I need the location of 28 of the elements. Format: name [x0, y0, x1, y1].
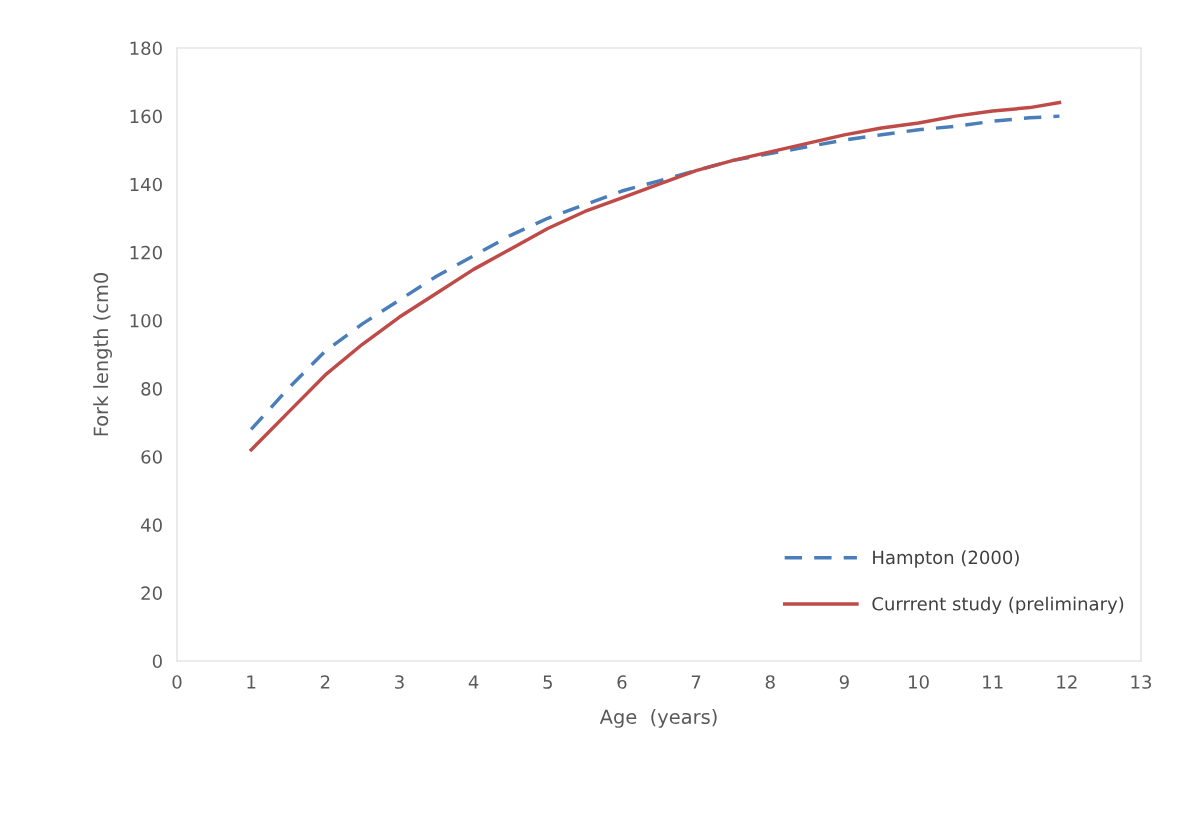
y-tick-label: 140	[130, 177, 162, 192]
x-tick-label: 1	[247, 675, 256, 689]
x-axis-title: Age (years)	[599, 709, 717, 728]
x-tick-label: 12	[1057, 675, 1077, 689]
legend-label: Currrent study (preliminary)	[872, 596, 1124, 615]
legend-label: Hampton (2000)	[873, 550, 1019, 568]
x-tick-label: 11	[983, 675, 1003, 689]
y-tick-label: 100	[130, 313, 162, 328]
y-tick-label: 160	[130, 109, 162, 124]
y-tick-label: 80	[141, 382, 162, 396]
x-tick-label: 5	[543, 675, 552, 689]
x-tick-label: 10	[909, 675, 929, 689]
x-tick-label: 7	[691, 675, 701, 689]
y-tick-label: 120	[130, 245, 162, 260]
y-tick-label: 20	[141, 586, 162, 601]
x-tick-label: 6	[617, 675, 627, 689]
y-tick-label: 60	[141, 450, 162, 464]
x-tick-label: 9	[839, 675, 849, 689]
x-tick-label: 2	[320, 675, 330, 689]
x-tick-label: 13	[1131, 675, 1152, 689]
y-tick-label: 180	[130, 41, 162, 56]
y-tick-label: 40	[141, 518, 162, 532]
x-tick-label: 0	[172, 675, 182, 689]
x-tick-label: 8	[765, 675, 775, 689]
x-tick-label: 4	[468, 675, 479, 689]
y-tick-label: 0	[152, 654, 162, 669]
x-tick-label: 3	[395, 675, 404, 689]
y-axis-title: Fork length (cm0	[93, 273, 112, 436]
